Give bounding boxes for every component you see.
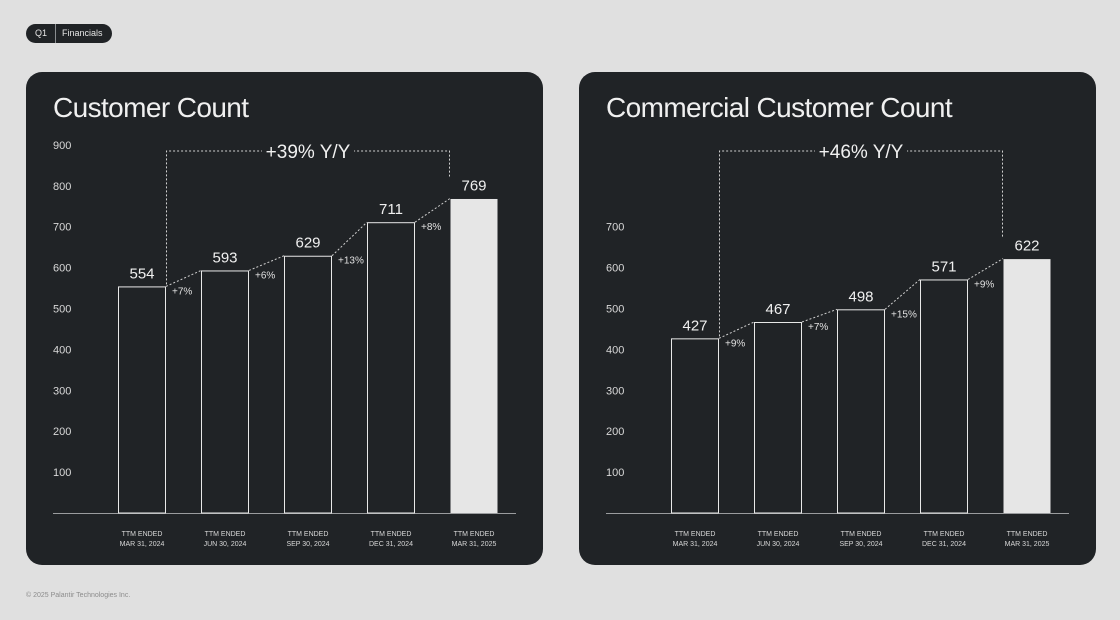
x-tick-label: DEC 31, 2024	[922, 541, 966, 548]
bar	[671, 338, 719, 514]
x-tick-label: DEC 31, 2024	[369, 541, 413, 548]
customer-count-panel: Customer Count 100 200 300 400 500 600 700 800 9…	[26, 72, 543, 565]
bar	[450, 198, 498, 513]
commercial-customer-count-panel: Commercial Customer Count 100 200 300 400 50…	[579, 72, 1096, 565]
y-tick-label: 900	[53, 140, 71, 152]
x-tick-label: TTM ENDED	[758, 531, 799, 538]
yoy-label: +39% Y/Y	[266, 142, 351, 163]
x-tick-label: JUN 30, 2024	[757, 541, 800, 548]
bar-value-label: 498	[848, 288, 873, 305]
bar-value-label: 593	[212, 249, 237, 266]
y-tick-label: 600	[606, 263, 624, 275]
growth-label: +8%	[421, 222, 441, 233]
section-label: Financials	[62, 28, 103, 38]
bar	[284, 255, 332, 514]
x-tick-label: TTM ENDED	[454, 531, 495, 538]
x-tick-label: MAR 31, 2025	[452, 541, 497, 548]
y-tick-label: 700	[53, 222, 71, 234]
x-tick-label: TTM ENDED	[122, 531, 163, 538]
x-tick-label: TTM ENDED	[205, 531, 246, 538]
x-tick-label: TTM ENDED	[924, 531, 965, 538]
y-tick-label: 100	[606, 467, 624, 479]
y-tick-label: 600	[53, 263, 71, 275]
x-tick-label: MAR 31, 2025	[1005, 541, 1050, 548]
growth-label: +13%	[338, 256, 364, 267]
y-tick-label: 100	[53, 467, 71, 479]
bar-value-label: 427	[682, 317, 707, 334]
yoy-label: +46% Y/Y	[819, 142, 904, 163]
x-tick-label: MAR 31, 2024	[673, 541, 718, 548]
growth-connector	[248, 255, 285, 271]
growth-label: +15%	[891, 309, 917, 320]
bar	[920, 279, 968, 514]
y-tick-label: 400	[606, 344, 624, 356]
bar-value-label: 711	[379, 201, 403, 218]
growth-connector	[331, 221, 368, 257]
growth-label: +6%	[255, 270, 275, 281]
bar	[754, 321, 802, 514]
growth-label: +7%	[172, 286, 192, 297]
x-tick-label: SEP 30, 2024	[839, 541, 882, 548]
bar-value-label: 554	[129, 265, 154, 282]
x-tick-label: TTM ENDED	[841, 531, 882, 538]
growth-label: +9%	[974, 279, 994, 290]
bar-value-label: 467	[765, 301, 790, 318]
bar-value-label: 571	[931, 258, 956, 275]
yoy-bracket	[719, 150, 1003, 337]
growth-label: +7%	[808, 322, 828, 333]
x-tick-label: TTM ENDED	[1007, 531, 1048, 538]
bar	[837, 309, 885, 514]
y-tick-label: 800	[53, 181, 71, 193]
growth-connector	[414, 198, 451, 223]
quarter-label: Q1	[26, 24, 57, 43]
y-tick-label: 200	[53, 426, 71, 438]
bar-value-label: 622	[1014, 238, 1039, 255]
chart-title: Commercial Customer Count	[606, 92, 953, 123]
customer-count-chart: 100 200 300 400 500 600 700 800 900 554 TTM ENDED M…	[53, 140, 516, 548]
section-tag: Q1 Financials	[26, 24, 112, 43]
y-tick-label: 300	[53, 385, 71, 397]
bar	[118, 286, 166, 514]
copyright-footer: © 2025 Palantir Technologies Inc.	[26, 592, 131, 599]
chart-title: Customer Count	[53, 92, 249, 123]
x-tick-label: JUN 30, 2024	[204, 541, 247, 548]
bar	[201, 270, 249, 514]
x-tick-label: MAR 31, 2024	[120, 541, 165, 548]
growth-connector	[801, 308, 838, 323]
growth-connector	[165, 270, 202, 287]
y-tick-label: 300	[606, 385, 624, 397]
y-tick-label: 200	[606, 426, 624, 438]
bar	[367, 222, 415, 514]
commercial-customer-count-chart: 100 200 300 400 500 600 700 427 TTM ENDED MAR 31,…	[606, 141, 1069, 548]
y-tick-label: 500	[606, 304, 624, 316]
y-tick-label: 500	[53, 304, 71, 316]
growth-label: +9%	[725, 338, 745, 349]
growth-connector	[718, 321, 755, 339]
y-tick-label: 700	[606, 222, 624, 234]
growth-connector	[884, 279, 921, 310]
x-tick-label: SEP 30, 2024	[286, 541, 329, 548]
x-tick-label: TTM ENDED	[288, 531, 329, 538]
x-tick-label: TTM ENDED	[675, 531, 716, 538]
y-tick-label: 400	[53, 344, 71, 356]
bar-value-label: 629	[295, 235, 320, 252]
growth-connector	[967, 258, 1004, 280]
x-tick-label: TTM ENDED	[371, 531, 412, 538]
yoy-bracket	[166, 150, 450, 285]
bar-value-label: 769	[461, 177, 486, 194]
yoy-label-bg	[262, 141, 354, 161]
yoy-label-bg	[815, 141, 907, 161]
bar	[1003, 259, 1051, 513]
